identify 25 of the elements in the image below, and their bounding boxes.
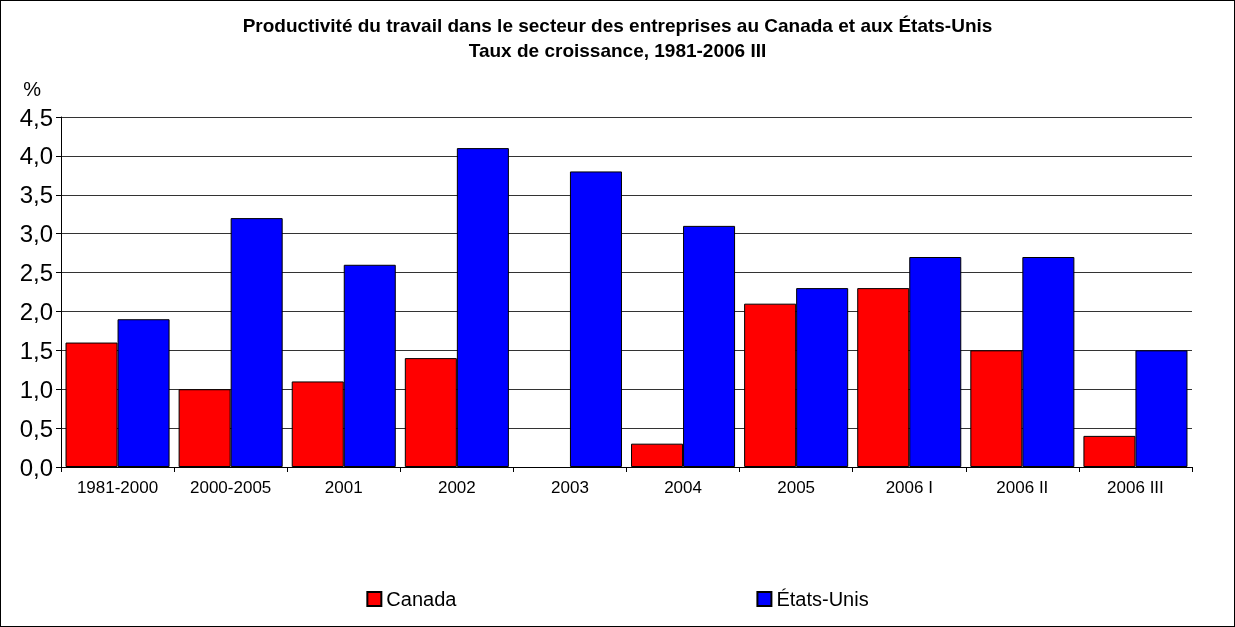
y-tick-label: 4,5 xyxy=(19,103,53,131)
x-tick-label: 2004 xyxy=(664,478,702,497)
y-tick-label: 0,5 xyxy=(19,414,53,442)
y-tick-label: 0,0 xyxy=(19,453,53,481)
y-axis-title: % xyxy=(23,78,42,100)
y-tick-label: 3,0 xyxy=(19,220,53,248)
legend-label: Canada xyxy=(386,588,458,610)
x-tick-label: 2006 III xyxy=(1107,478,1164,497)
y-tick-label: 2,0 xyxy=(19,297,53,325)
x-tick-label: 1981-2000 xyxy=(76,478,159,497)
chart-title: Productivité du travail dans le secteur des entreprises au Canada et aux États-Unis xyxy=(242,15,993,36)
x-tick-label: 2001 xyxy=(324,478,363,497)
x-tick-label: 2002 xyxy=(437,478,476,497)
x-tick-label: 2006 I xyxy=(885,478,933,497)
y-tick-label: 4,0 xyxy=(19,142,53,170)
chart-subtitle: Taux de croissance, 1981-2006 III xyxy=(468,40,767,61)
y-tick-label: 1,5 xyxy=(19,336,53,364)
x-tick-label: 2003 xyxy=(551,478,589,497)
x-tick-label: 2006 II xyxy=(996,478,1049,497)
legend-label: États-Unis xyxy=(776,588,869,610)
y-tick-label: 1,0 xyxy=(19,375,53,403)
y-tick-label: 2,5 xyxy=(19,259,53,287)
y-tick-label: 3,5 xyxy=(19,181,53,209)
x-tick-label: 2005 xyxy=(777,478,816,497)
x-tick-label: 2000-2005 xyxy=(189,478,272,497)
